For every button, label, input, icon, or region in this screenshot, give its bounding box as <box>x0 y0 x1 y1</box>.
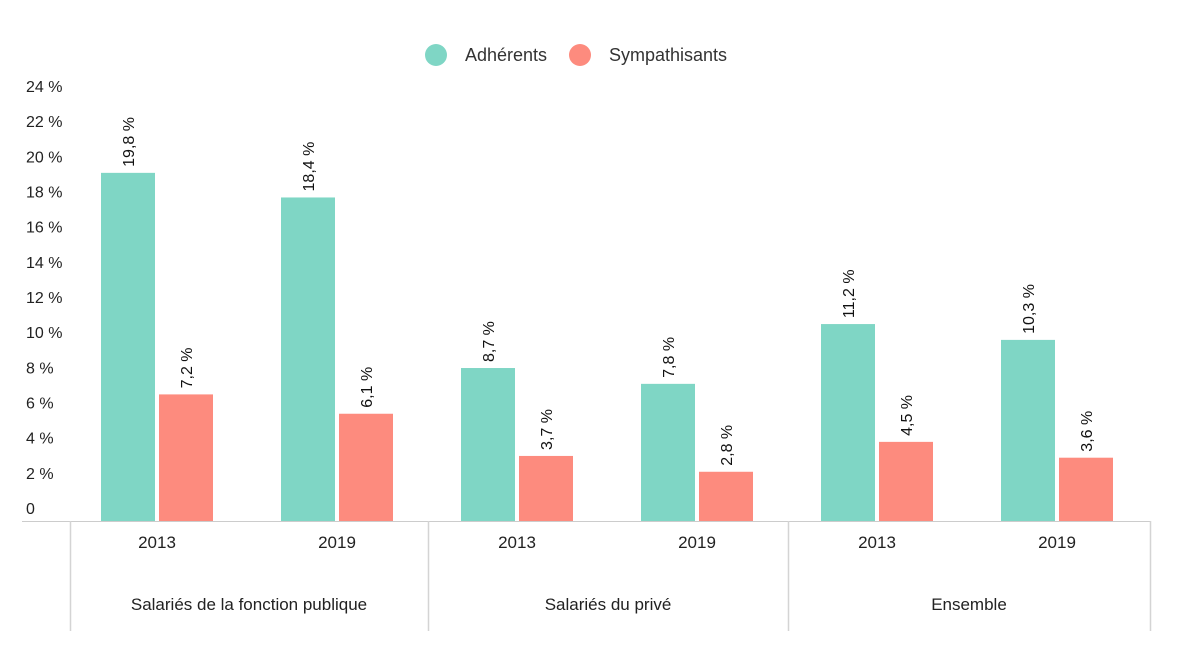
y-tick-label: 18 % <box>26 185 62 202</box>
data-label-sympathisants-4: 4,5 % <box>899 395 916 436</box>
y-tick-label: 2 % <box>26 466 54 483</box>
group-label-salaries-du-prive: Salariés du privé <box>545 595 672 614</box>
group-label-salaries-de-la-fonction-publique: Salariés de la fonction publique <box>131 595 367 614</box>
legend-label-sympathisants: Sympathisants <box>609 45 727 65</box>
bar-adherents-2 <box>461 368 515 521</box>
legend-swatch-sympathisants <box>569 44 591 66</box>
bar-sympathisants-0 <box>159 394 213 521</box>
bar-adherents-4 <box>821 324 875 521</box>
data-label-adherents-5: 10,3 % <box>1021 284 1038 334</box>
bar-sympathisants-4 <box>879 441 933 521</box>
bar-sympathisants-1 <box>339 413 393 521</box>
data-label-adherents-2: 8,7 % <box>481 321 498 362</box>
bar-adherents-1 <box>281 197 335 521</box>
bar-sympathisants-2 <box>519 455 573 521</box>
x-tick-label: 2013 <box>138 533 176 552</box>
bar-adherents-0 <box>101 172 155 521</box>
y-tick-label: 8 % <box>26 360 54 377</box>
legend-swatch-adherents <box>425 44 447 66</box>
data-label-adherents-1: 18,4 % <box>301 142 318 192</box>
y-tick-label: 6 % <box>26 396 54 413</box>
y-tick-label: 12 % <box>26 290 62 307</box>
data-label-sympathisants-1: 6,1 % <box>359 367 376 408</box>
bar-sympathisants-5 <box>1059 457 1113 521</box>
x-tick-label: 2019 <box>318 533 356 552</box>
y-tick-label: 16 % <box>26 220 62 237</box>
y-axis: 0 2 % 4 % 6 % 8 % 10 % 12 % 14 % 16 % 18 % 20 % 22 … <box>26 79 62 518</box>
bar-adherents-3 <box>641 383 695 521</box>
x-tick-label: 2013 <box>858 533 896 552</box>
y-tick-label: 22 % <box>26 114 62 131</box>
x-tick-label: 2019 <box>1038 533 1076 552</box>
bar-sympathisants-3 <box>699 471 753 521</box>
legend: Adhérents Sympathisants <box>425 44 727 66</box>
data-label-adherents-4: 11,2 % <box>841 269 858 318</box>
group-label-ensemble: Ensemble <box>931 595 1007 614</box>
data-label-sympathisants-0: 7,2 % <box>179 347 196 388</box>
data-label-adherents-0: 19,8 % <box>121 117 138 167</box>
y-tick-label: 24 % <box>26 79 62 96</box>
y-tick-label: 10 % <box>26 325 62 342</box>
bar-adherents-5 <box>1001 339 1055 521</box>
x-tick-label: 2019 <box>678 533 716 552</box>
y-tick-label: 0 <box>26 501 35 518</box>
data-label-sympathisants-2: 3,7 % <box>539 409 556 450</box>
legend-label-adherents: Adhérents <box>465 45 547 65</box>
data-label-sympathisants-3: 2,8 % <box>719 425 736 466</box>
y-tick-label: 14 % <box>26 255 62 272</box>
bars <box>101 172 1113 521</box>
y-tick-label: 20 % <box>26 149 62 166</box>
y-tick-label: 4 % <box>26 431 54 448</box>
data-label-sympathisants-5: 3,6 % <box>1079 411 1096 452</box>
data-labels: 19,8 % 7,2 % 18,4 % 6,1 % 8,7 % 3,7 % 7,8 % 2,8… <box>121 117 1096 466</box>
x-tick-label: 2013 <box>498 533 536 552</box>
x-axis: 2013 2019 2013 2019 2013 2019 Salariés de la f… <box>22 521 1152 631</box>
data-label-adherents-3: 7,8 % <box>661 337 678 378</box>
